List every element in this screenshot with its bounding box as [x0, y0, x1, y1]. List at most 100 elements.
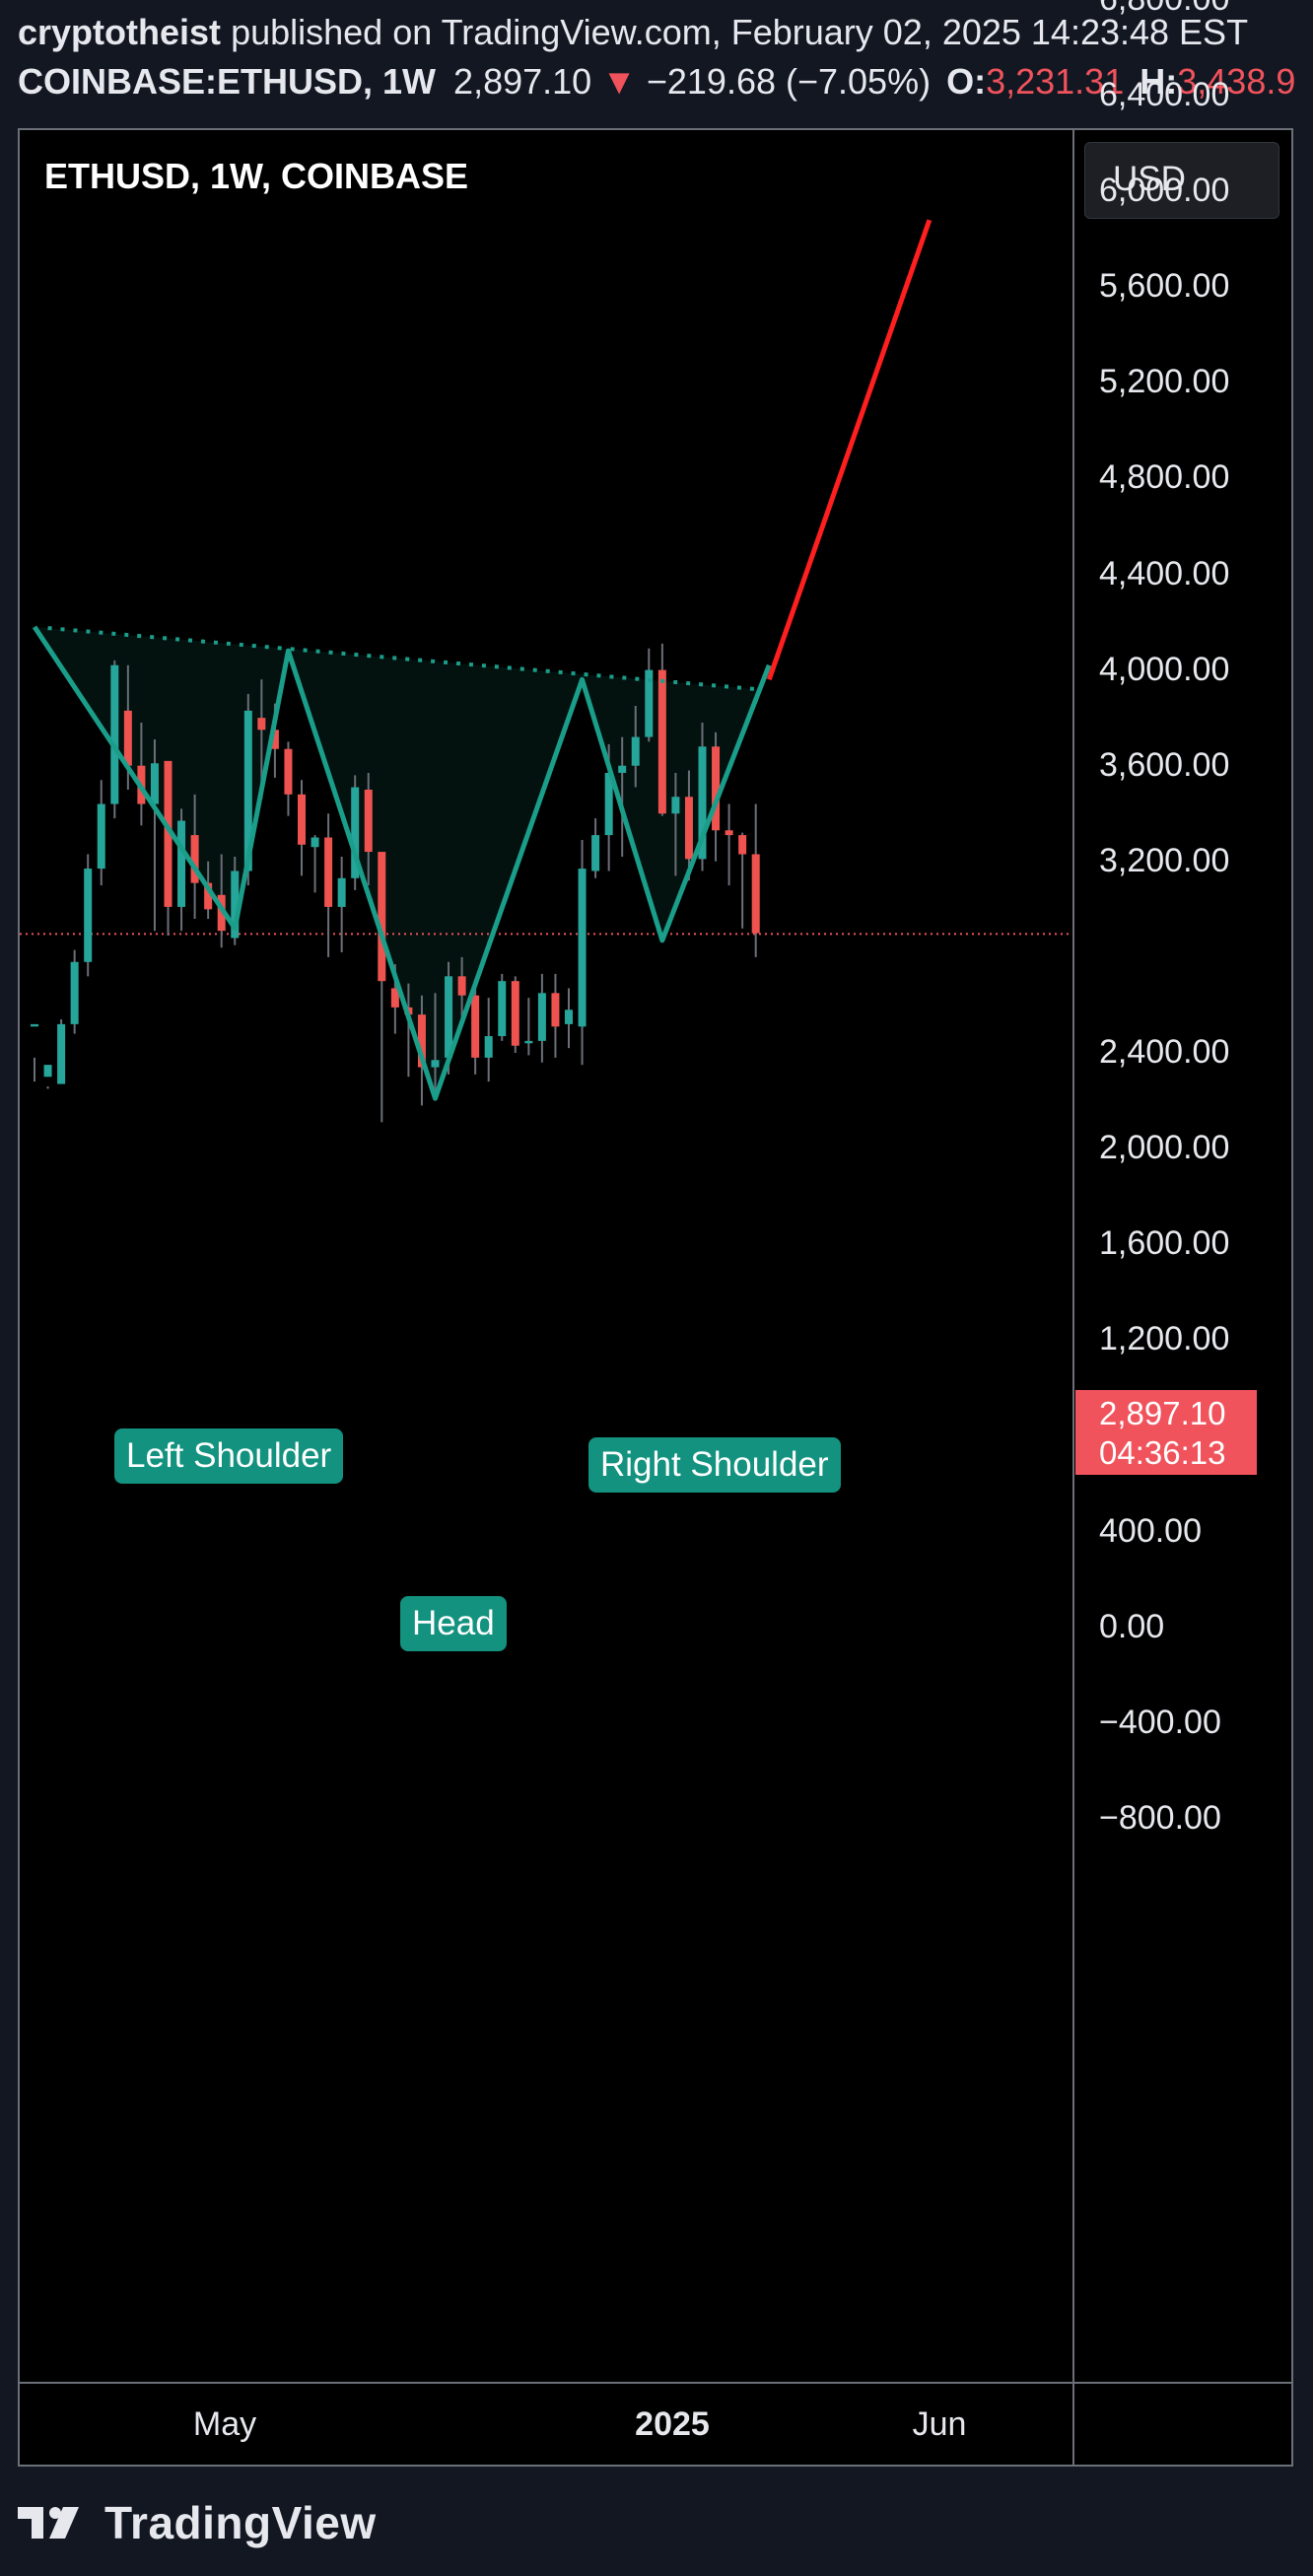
candle-down	[471, 995, 480, 1058]
candle-down	[725, 830, 733, 836]
candle-down	[324, 837, 333, 907]
y-tick-label: 4,000.00	[1099, 650, 1230, 688]
y-tick-label: −800.00	[1099, 1798, 1221, 1837]
tradingview-brand[interactable]: TradingView	[18, 2497, 377, 2548]
candle-up	[631, 736, 640, 766]
candle-up	[431, 1060, 440, 1068]
candle-down	[284, 748, 293, 795]
y-tick-label: 4,800.00	[1099, 458, 1230, 497]
projection-line	[766, 219, 933, 681]
candle-up	[604, 772, 613, 836]
candle-up	[578, 869, 587, 1027]
candle-up	[698, 746, 707, 860]
published-text: published on TradingView.com, February 0…	[231, 12, 1249, 52]
candle-up	[498, 981, 507, 1037]
candle-up	[524, 1040, 533, 1044]
candle-up	[243, 710, 252, 871]
candle-down	[551, 993, 560, 1027]
candle-up	[484, 1036, 493, 1058]
candle-down	[204, 882, 213, 910]
candle-up	[97, 803, 105, 870]
symbol-label: COINBASE:ETHUSD, 1W	[18, 61, 437, 102]
price-scale-divider	[1072, 128, 1074, 2467]
candle-up	[591, 835, 600, 871]
candle-down	[190, 835, 199, 883]
y-tick-label: 1,200.00	[1099, 1320, 1230, 1358]
down-arrow-icon: ▼	[601, 61, 637, 102]
last-price-badge: 2,897.10 04:36:13	[1075, 1390, 1257, 1475]
symbol-info: COINBASE:ETHUSD, 1W 2,897.10 ▼ −219.68 (…	[18, 61, 1313, 103]
high-label: H:	[1140, 61, 1178, 102]
badge-price: 2,897.10	[1099, 1395, 1226, 1431]
candle-down	[164, 760, 173, 907]
candle-down	[684, 797, 693, 860]
candle-down	[457, 976, 466, 996]
x-tick-label: 2025	[635, 2405, 710, 2443]
open-label: O:	[946, 61, 987, 102]
y-tick-label: 2,400.00	[1099, 1033, 1230, 1071]
price-change: −219.68 (−7.05%)	[646, 61, 932, 102]
candle-down	[270, 730, 279, 749]
candle-up	[618, 765, 627, 773]
y-tick-label: 400.00	[1099, 1511, 1202, 1550]
candle-up	[110, 664, 119, 804]
y-tick-label: 4,400.00	[1099, 554, 1230, 592]
head-label[interactable]: Head	[400, 1596, 507, 1651]
candle-down	[364, 789, 373, 853]
candle-up	[43, 1065, 52, 1078]
candle-down	[657, 669, 666, 814]
candle-down	[390, 988, 399, 1008]
y-tick-label: 6,800.00	[1099, 0, 1229, 19]
candle-up	[177, 820, 186, 907]
badge-countdown: 04:36:13	[1099, 1434, 1226, 1471]
candle-up	[70, 961, 79, 1024]
candle-up	[84, 869, 93, 962]
y-tick-label: −400.00	[1099, 1703, 1221, 1741]
candle-up	[351, 787, 360, 878]
candle-down	[511, 981, 519, 1046]
candle-up	[57, 1023, 66, 1084]
candle-up	[671, 797, 680, 814]
candle-up	[445, 976, 453, 1058]
y-tick-label: 0.00	[1099, 1607, 1165, 1645]
candle-up	[337, 877, 346, 907]
candle-down	[123, 710, 132, 766]
y-tick-label: 6,000.00	[1099, 172, 1230, 210]
right-shoulder-label[interactable]: Right Shoulder	[588, 1437, 841, 1493]
candle-down	[751, 854, 760, 934]
tradingview-logo-icon	[18, 2507, 79, 2539]
candle-down	[417, 1014, 426, 1068]
chart-frame[interactable]	[18, 128, 1293, 2467]
currency-button[interactable]: USD	[1084, 142, 1279, 219]
brand-name: TradingView	[104, 2497, 377, 2548]
time-scale-divider	[18, 2382, 1293, 2384]
candle-down	[298, 794, 306, 845]
candle-up	[311, 837, 319, 848]
left-shoulder-label[interactable]: Left Shoulder	[114, 1428, 344, 1484]
last-price: 2,897.10	[453, 61, 592, 102]
y-tick-label: 5,200.00	[1099, 363, 1230, 401]
author-name[interactable]: cryptotheist	[18, 12, 222, 52]
candle-up	[537, 993, 546, 1041]
y-tick-label: 2,000.00	[1099, 1129, 1230, 1167]
candle-up	[231, 870, 240, 939]
candle-up	[645, 669, 654, 737]
open-value: 3,231.31	[986, 61, 1125, 102]
pattern-zigzag	[32, 625, 772, 1101]
plot-area	[20, 219, 1072, 1123]
candle-down	[378, 852, 386, 982]
candle-up	[150, 763, 159, 804]
candle-down	[217, 894, 226, 932]
y-tick-label: 3,200.00	[1099, 841, 1230, 879]
high-value: 3,438.9	[1177, 61, 1296, 102]
candle-up	[565, 1010, 573, 1024]
candle-down	[712, 746, 721, 831]
publish-info: cryptotheist published on TradingView.co…	[18, 12, 1313, 53]
x-tick-label: Jun	[912, 2405, 967, 2443]
candle-down	[738, 835, 747, 855]
y-tick-label: 3,600.00	[1099, 745, 1230, 784]
neckline	[47, 626, 756, 692]
y-tick-label: 5,600.00	[1099, 267, 1230, 306]
pattern-fill	[35, 626, 770, 1099]
